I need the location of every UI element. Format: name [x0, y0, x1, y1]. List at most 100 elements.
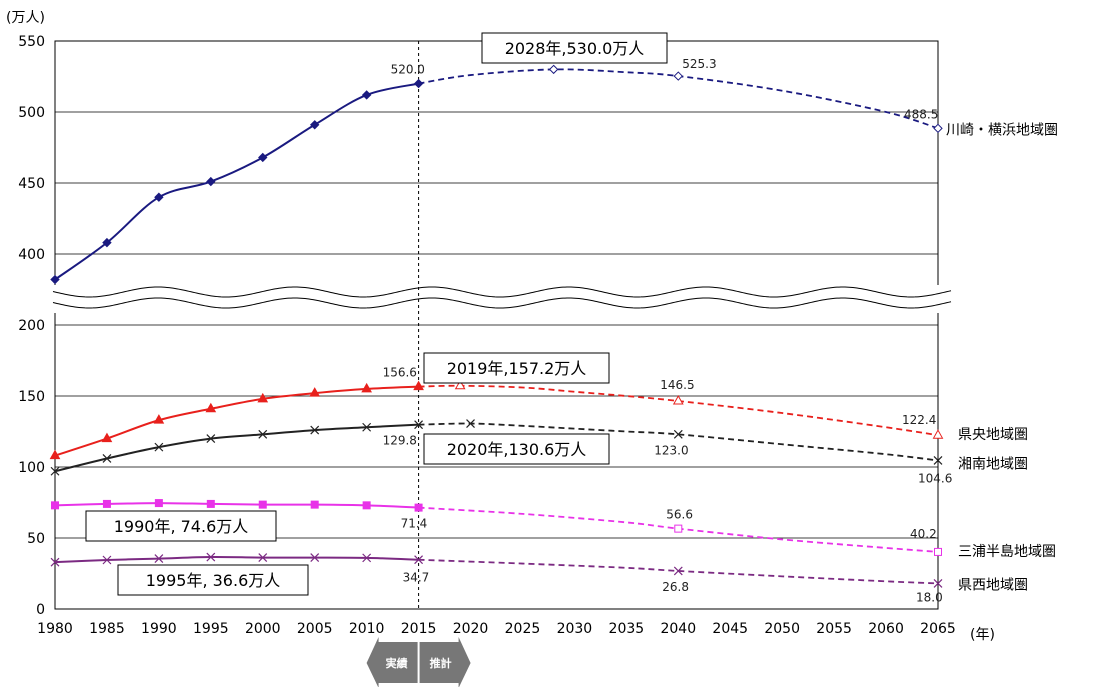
data-point [361, 90, 372, 100]
data-point [362, 553, 372, 563]
callout-box [117, 564, 309, 596]
callout-text: 2019年,157.2万人 [447, 359, 587, 378]
data-point [206, 499, 215, 508]
y-tick-label: 150 [18, 389, 45, 405]
data-point [672, 394, 684, 405]
series-name-label: 県西地域圏 [958, 577, 1028, 593]
data-point [258, 152, 268, 163]
data-label: 34.7 [403, 571, 430, 585]
data-point [414, 555, 424, 565]
x-tick-label: 1990 [141, 621, 177, 637]
x-tick-label: 2065 [920, 621, 956, 637]
series-name-label: 県央地域圏 [958, 427, 1028, 443]
callout-text: 1995年, 36.6万人 [146, 571, 281, 590]
series-line-projection [418, 68, 939, 130]
x-axis-unit: (年) [970, 627, 995, 643]
data-label: 122.4 [902, 413, 936, 427]
data-point [362, 422, 372, 432]
x-tick-label: 2040 [660, 621, 696, 637]
callout-box [423, 433, 610, 465]
x-tick-label: 1980 [37, 621, 73, 637]
data-label: 520.0 [391, 63, 425, 77]
data-point [454, 379, 466, 390]
x-tick-label: 2025 [505, 621, 541, 637]
data-point [205, 402, 217, 413]
data-point [673, 429, 683, 439]
x-tick-label: 1985 [89, 621, 125, 637]
series-line-projection [418, 384, 939, 437]
y-tick-label: 450 [18, 176, 45, 192]
data-point [258, 429, 268, 439]
series-name-label: 川崎・横浜地域圏 [946, 122, 1058, 138]
data-point [934, 547, 942, 556]
axis-break-wave-lower [52, 297, 952, 309]
data-point [101, 432, 113, 443]
data-point [362, 501, 371, 510]
x-tick-label: 2015 [401, 621, 437, 637]
data-point [310, 425, 320, 435]
x-tick-label: 2005 [297, 621, 333, 637]
data-point [257, 392, 269, 403]
y-axis-unit: (万人) [6, 10, 45, 26]
y-tick-label: 400 [18, 247, 45, 263]
data-label: 26.8 [662, 580, 689, 594]
data-point [258, 553, 268, 563]
data-label: 129.8 [383, 434, 417, 448]
data-point [673, 566, 683, 576]
data-point [361, 382, 373, 393]
data-point [674, 524, 683, 533]
data-point [258, 500, 267, 509]
y-tick-label: 50 [27, 531, 45, 547]
data-point [414, 503, 423, 512]
y-tick-label: 200 [18, 318, 45, 334]
data-point [154, 499, 163, 508]
series-line-actual [54, 502, 419, 509]
callout-text: 2020年,130.6万人 [447, 440, 587, 459]
data-point [50, 557, 60, 567]
data-point [673, 71, 684, 81]
data-point [310, 553, 320, 563]
data-point [466, 419, 475, 428]
series-line-actual [54, 385, 419, 457]
x-tick-label: 2010 [349, 621, 385, 637]
callout-box [481, 32, 668, 64]
y-tick-label: 500 [18, 105, 45, 121]
data-point [206, 176, 216, 187]
data-label: 525.3 [682, 57, 716, 71]
data-label: 146.5 [660, 378, 694, 392]
data-point [933, 456, 943, 465]
data-point [310, 500, 319, 509]
y-tick-label: 100 [18, 460, 45, 476]
data-point [49, 449, 61, 460]
data-point [206, 434, 216, 444]
data-label: 71.4 [401, 517, 428, 531]
data-label: 123.0 [654, 443, 688, 457]
data-point [413, 78, 424, 89]
data-point [50, 274, 60, 285]
x-tick-label: 2045 [712, 621, 748, 637]
data-point [932, 429, 944, 439]
data-point [153, 414, 165, 424]
data-point [154, 192, 164, 202]
series-line-actual [54, 423, 419, 473]
x-tick-label: 2060 [868, 621, 904, 637]
series-line-projection [418, 422, 939, 462]
y-tick-label: 550 [18, 34, 45, 50]
x-tick-label: 1995 [193, 621, 229, 637]
actual-arrow [366, 637, 418, 687]
data-point [933, 579, 943, 588]
data-label: 488.5 [904, 107, 938, 121]
x-tick-label: 2030 [557, 621, 593, 637]
axis-break-band [53, 285, 954, 313]
data-point [154, 442, 164, 452]
data-point [413, 380, 424, 391]
data-point [206, 552, 216, 562]
x-tick-label: 2020 [453, 621, 489, 637]
projection-arrow [419, 637, 471, 687]
data-point [51, 501, 59, 510]
data-label: 18.0 [916, 590, 943, 604]
data-point [50, 466, 60, 476]
series-line-projection [418, 558, 939, 585]
